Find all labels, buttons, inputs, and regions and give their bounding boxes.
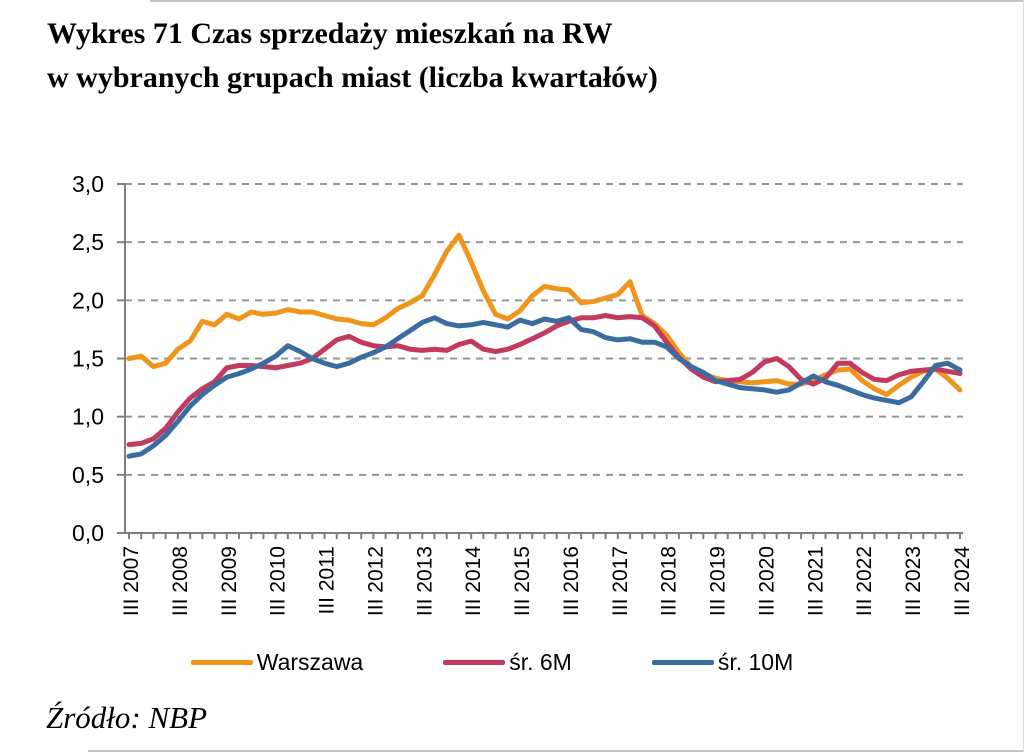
page-border-top <box>150 0 1024 2</box>
x-tick-label-III-2017: III 2017 <box>609 546 632 616</box>
y-tick-label-3,0: 3,0 <box>72 171 104 197</box>
x-tick-label-III-2022: III 2022 <box>853 546 876 616</box>
x-tick-label-III-2024: III 2024 <box>951 546 974 616</box>
chart-legend: Warszawa śr. 6M śr. 10M <box>0 649 1004 676</box>
x-tick-label-III-2013: III 2013 <box>413 546 436 616</box>
chart-title-line1: Wykres 71 Czas sprzedaży mieszkań na RW <box>47 17 613 50</box>
legend-label-sr-6m: śr. 6M <box>509 649 572 675</box>
legend-label-sr-10m: śr. 10M <box>717 649 794 675</box>
source-text: Źródło: NBP <box>46 700 208 735</box>
x-tick-label-III-2021: III 2021 <box>804 546 827 616</box>
series-line-sr-6m <box>126 313 963 448</box>
x-tick-label-III-2007: III 2007 <box>120 546 143 616</box>
x-tick-label-III-2016: III 2016 <box>560 546 583 616</box>
y-tick-label-2,0: 2,0 <box>72 287 104 313</box>
y-tick-label-1,0: 1,0 <box>72 404 104 430</box>
legend-item-sr-10m: śr. 10M <box>651 649 794 676</box>
y-tick-label-0,5: 0,5 <box>72 462 104 488</box>
x-tick-label-III-2020: III 2020 <box>755 546 778 616</box>
warszawa-line-swatch-icon <box>190 660 253 665</box>
x-tick-label-III-2012: III 2012 <box>364 546 387 616</box>
legend-item-warszawa: Warszawa <box>190 649 364 676</box>
x-tick-label-III-2009: III 2009 <box>218 546 241 616</box>
x-tick-label-III-2018: III 2018 <box>658 546 681 616</box>
page-border-bottom <box>88 750 1024 752</box>
series-line-warszawa <box>126 232 963 398</box>
chart-title-line2: w wybranych grupach miast (liczba kwarta… <box>47 61 658 94</box>
chart-title: Wykres 71 Czas sprzedaży mieszkań na RW … <box>47 12 658 100</box>
x-tick-label-III-2008: III 2008 <box>169 546 192 616</box>
y-tick-label-0,0: 0,0 <box>72 520 104 546</box>
x-tick-label-III-2010: III 2010 <box>267 546 290 616</box>
x-tick-label-III-2023: III 2023 <box>902 546 925 616</box>
y-tick-label-2,5: 2,5 <box>72 229 104 255</box>
legend-item-sr-6m: śr. 6M <box>443 649 572 676</box>
legend-label-warszawa: Warszawa <box>256 649 364 675</box>
x-tick-label-III-2019: III 2019 <box>707 546 730 616</box>
x-tick-label-III-2011: III 2011 <box>316 546 339 615</box>
y-tick-label-1,5: 1,5 <box>72 346 104 372</box>
sr-6m-line-swatch-icon <box>443 660 506 665</box>
series-line-sr-10m <box>126 315 963 459</box>
sr-10m-line-swatch-icon <box>651 660 714 665</box>
x-tick-label-III-2014: III 2014 <box>462 546 485 616</box>
x-tick-label-III-2015: III 2015 <box>511 546 534 616</box>
